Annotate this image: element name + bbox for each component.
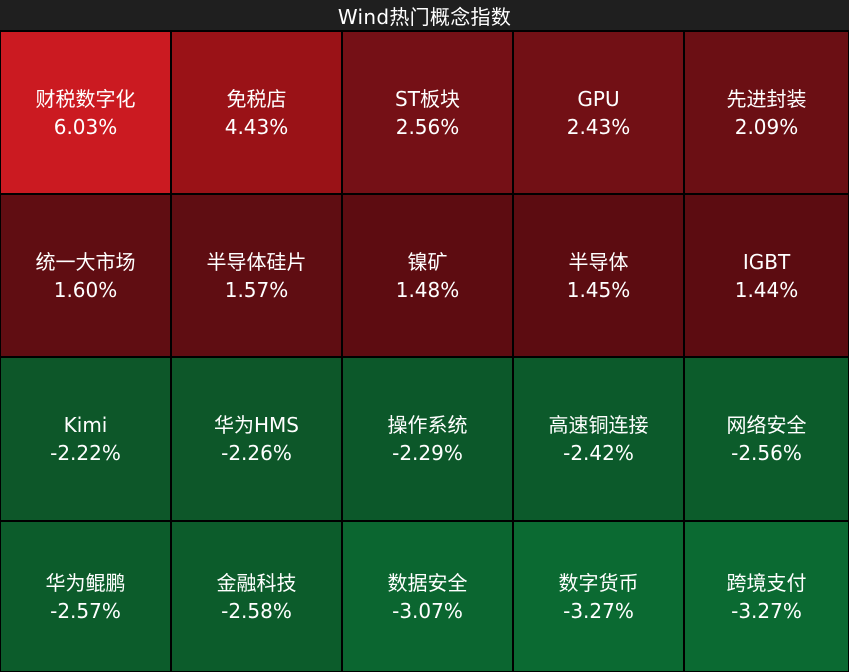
tile-name: 数据安全 (387, 570, 468, 595)
tile-value: 4.43% (224, 114, 289, 139)
tile-name: 数字货币 (558, 570, 639, 595)
tile-value: -2.56% (731, 441, 802, 465)
tile-value: -2.26% (221, 441, 292, 465)
heatmap-tile[interactable]: 半导体硅片 1.57% (171, 194, 342, 357)
tile-name: ST板块 (395, 86, 460, 111)
heatmap-tile[interactable]: GPU 2.43% (513, 31, 684, 194)
tile-name: Kimi (63, 413, 108, 437)
heatmap-tile[interactable]: Kimi -2.22% (0, 357, 171, 521)
tile-value: -2.29% (392, 441, 463, 465)
tile-value: -3.07% (392, 598, 463, 623)
tile-name: 华为鲲鹏 (45, 570, 126, 595)
tile-name: 金融科技 (216, 570, 297, 595)
heatmap-tile[interactable]: 华为鲲鹏 -2.57% (0, 521, 171, 672)
tile-value: 1.57% (224, 277, 289, 302)
chart-title: Wind热门概念指数 (0, 0, 849, 31)
heatmap-tile[interactable]: 操作系统 -2.29% (342, 357, 513, 521)
tile-name: 半导体硅片 (206, 249, 307, 274)
tile-value: 2.56% (395, 114, 460, 139)
tile-name: 镍矿 (407, 249, 448, 274)
concept-heatmap-grid: 财税数字化 6.03% 免税店 4.43% ST板块 2.56% GPU 2.43% 先进封装 2… (0, 31, 849, 672)
tile-value: 1.60% (53, 277, 118, 302)
tile-value: 6.03% (53, 114, 118, 139)
tile-value: 1.44% (734, 277, 799, 302)
heatmap-tile[interactable]: 数字货币 -3.27% (513, 521, 684, 672)
tile-value: -2.57% (50, 598, 121, 623)
tile-name: 免税店 (226, 86, 287, 111)
tile-name: 华为HMS (214, 413, 299, 437)
tile-name: 跨境支付 (726, 570, 807, 595)
tile-name: 统一大市场 (35, 249, 136, 274)
heatmap-tile[interactable]: 统一大市场 1.60% (0, 194, 171, 357)
heatmap-tile[interactable]: IGBT 1.44% (684, 194, 849, 357)
tile-value: -2.42% (563, 441, 634, 465)
tile-value: -2.22% (50, 441, 121, 465)
heatmap-tile[interactable]: 半导体 1.45% (513, 194, 684, 357)
heatmap-tile[interactable]: 先进封装 2.09% (684, 31, 849, 194)
tile-value: 1.48% (395, 277, 460, 302)
tile-name: 高速铜连接 (548, 413, 649, 437)
heatmap-tile[interactable]: 高速铜连接 -2.42% (513, 357, 684, 521)
tile-value: -3.27% (563, 598, 634, 623)
heatmap-tile[interactable]: 网络安全 -2.56% (684, 357, 849, 521)
heatmap-tile[interactable]: 跨境支付 -3.27% (684, 521, 849, 672)
tile-name: GPU (577, 86, 620, 111)
heatmap-tile[interactable]: 财税数字化 6.03% (0, 31, 171, 194)
heatmap-tile[interactable]: ST板块 2.56% (342, 31, 513, 194)
tile-value: -2.58% (221, 598, 292, 623)
heatmap-tile[interactable]: 金融科技 -2.58% (171, 521, 342, 672)
heatmap-tile[interactable]: 数据安全 -3.07% (342, 521, 513, 672)
tile-name: 操作系统 (387, 413, 468, 437)
tile-value: 2.09% (734, 114, 799, 139)
heatmap-tile[interactable]: 镍矿 1.48% (342, 194, 513, 357)
tile-name: 财税数字化 (35, 86, 136, 111)
tile-name: 网络安全 (726, 413, 807, 437)
heatmap-tile[interactable]: 华为HMS -2.26% (171, 357, 342, 521)
tile-name: IGBT (742, 249, 791, 274)
tile-name: 先进封装 (726, 86, 807, 111)
heatmap-tile[interactable]: 免税店 4.43% (171, 31, 342, 194)
tile-value: -3.27% (731, 598, 802, 623)
tile-name: 半导体 (568, 249, 629, 274)
tile-value: 2.43% (566, 114, 631, 139)
tile-value: 1.45% (566, 277, 631, 302)
